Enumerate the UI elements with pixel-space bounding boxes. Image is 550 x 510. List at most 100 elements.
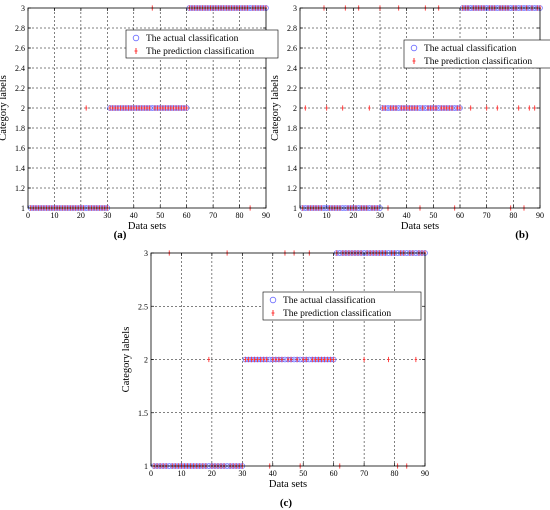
chart-a-ytick-label-8: 2.6: [15, 44, 25, 53]
chart-b-ylabel: Category labels: [270, 75, 281, 141]
chart-b-frame: [299, 7, 541, 209]
chart-b-ytick-label-1: 1.2: [287, 184, 297, 193]
chart-b-xlabel: Data sets: [401, 221, 439, 232]
chart-c-prediction-point-19: [207, 356, 211, 363]
chart-a-xtick-label-9: 90: [262, 211, 270, 220]
chart-b-prediction-point-55: [445, 105, 448, 111]
chart-b-prediction-point-39: [402, 105, 406, 111]
chart-c-legend: The actual classification The prediction …: [262, 291, 422, 321]
chart-b-xtick-label-6: 60: [456, 211, 464, 220]
chart-a-xtick-label-6: 60: [183, 211, 191, 220]
chart-c-xtick-label-5: 50: [299, 469, 307, 478]
chart-b-xtick-label-9: 90: [536, 211, 544, 220]
chart-b-ytick-label-10: 3: [293, 4, 297, 13]
chart-b-prediction-point-42: [410, 105, 414, 111]
chart-a-xtick-label-2: 20: [77, 211, 85, 220]
chart-b-prediction-point-16: [341, 105, 344, 111]
chart-b-ytick-label-6: 2.2: [287, 84, 297, 93]
chart-a-xtick-label-3: 30: [103, 211, 111, 220]
chart-a-prediction-point-32: [111, 105, 114, 111]
chart-b-ytick-label-0: 1: [293, 204, 297, 213]
chart-b-prediction-point-35: [392, 105, 395, 111]
chart-c-prediction-point-42: [277, 356, 281, 363]
chart-c-xtick-label-2: 20: [208, 469, 216, 478]
chart-b-xtick-label-5: 50: [429, 211, 437, 220]
chart-c-legend-actual-label: The actual classification: [283, 295, 376, 306]
chart-a-prediction-point-48: [153, 105, 157, 111]
chart-b-prediction-point-46: [421, 105, 424, 111]
chart-b-prediction-point-74: [496, 105, 499, 111]
chart-b-prediction-point-56: [448, 105, 451, 111]
chart-b-prediction-point-82: [517, 105, 520, 111]
chart-a-ytick-label-9: 2.8: [15, 24, 25, 33]
chart-a-prediction-point-33: [114, 105, 117, 111]
chart-b-prediction-point-60: [458, 105, 462, 111]
chart-a-prediction-point-34: [116, 105, 120, 111]
chart-b: 0 10 20 30 40 50 60 70 80 90 1 1.2 1.4 1.6 1.8 2 2.2 2.4 2…: [270, 4, 550, 241]
chart-c-legend-actual-marker: [269, 296, 277, 304]
chart-a-ytick-label-5: 2: [21, 104, 25, 113]
chart-b-prediction-point-86: [528, 105, 531, 111]
chart-a-xtick-label-8: 80: [236, 211, 244, 220]
chart-a-xtick-label-0: 0: [26, 211, 30, 220]
chart-c: 0 10 20 30 40 50 60 70 80 90 1 1.5 2 2.5 3 The actual c…: [121, 249, 429, 509]
chart-c-xtick-label-3: 30: [238, 469, 246, 478]
chart-a-panel-label: (a): [114, 229, 127, 241]
chart-c-ytick-label-1: 1.5: [138, 409, 148, 418]
chart-c-xtick-label-0: 0: [149, 469, 153, 478]
chart-a-prediction-point-45: [145, 105, 149, 111]
chart-c-prediction-point-36: [259, 356, 262, 363]
chart-b-ytick-label-2: 1.4: [287, 164, 297, 173]
chart-a-legend-actual-label: The actual classification: [146, 33, 239, 44]
chart-b-prediction-point-54: [442, 105, 446, 111]
chart-c-ytick-label-2: 2: [144, 356, 148, 365]
chart-a-prediction-point-52: [164, 105, 167, 111]
chart-b-panel-label: (b): [515, 229, 529, 241]
chart-c-xtick-label-9: 90: [421, 469, 429, 478]
chart-b-xtick-label-1: 10: [323, 211, 331, 220]
chart-a-legend-prediction-marker: [134, 48, 138, 54]
chart-b-ytick-label-7: 2.4: [287, 64, 297, 73]
chart-b-prediction-point-26: [368, 105, 371, 111]
chart-a-prediction-point-50: [159, 105, 162, 111]
chart-a-prediction-point-37: [124, 105, 128, 111]
chart-c-xtick-label-6: 60: [330, 469, 338, 478]
chart-b-prediction-point-38: [400, 105, 403, 111]
chart-a-xtick-label-5: 50: [156, 211, 164, 220]
chart-b-legend-prediction-label: The prediction classification: [424, 56, 532, 67]
chart-c-legend-prediction-label: The prediction classification: [283, 308, 391, 319]
chart-b-ytick-label-3: 1.6: [287, 144, 297, 153]
chart-b-prediction-point-32: [384, 105, 387, 111]
chart-b-prediction-point-40: [405, 105, 408, 111]
chart-b-xtick-label-0: 0: [298, 211, 302, 220]
chart-c-prediction-point-35: [256, 356, 259, 363]
chart-a-prediction-point-54: [169, 105, 172, 111]
chart-a-prediction-point-44: [143, 105, 146, 111]
chart-c-panel-label: (c): [280, 497, 293, 509]
chart-a-prediction-point-49: [156, 105, 159, 111]
chart-b-ytick-label-4: 1.8: [287, 124, 297, 133]
chart-b-prediction-point-2: [304, 105, 307, 111]
chart-a-ytick-label-6: 2.2: [15, 84, 25, 93]
chart-a-prediction-point-46: [148, 105, 151, 111]
chart-b-prediction-point-57: [450, 105, 454, 111]
chart-c-prediction-point-33: [250, 356, 253, 363]
chart-a-xtick-label-4: 40: [130, 211, 138, 220]
chart-b-xtick-label-4: 40: [403, 211, 411, 220]
chart-b-legend: The actual classification The prediction …: [403, 39, 550, 69]
chart-a-ylabel: Category labels: [0, 75, 9, 141]
chart-c-prediction-point-50: [302, 356, 305, 363]
chart-c-legend-prediction-marker: [271, 310, 275, 316]
chart-a-prediction-point-58: [180, 105, 183, 111]
chart-c-ytick-label-4: 3: [144, 249, 148, 258]
chart-a-ytick-label-2: 1.4: [15, 164, 25, 173]
chart-c-prediction-point-58: [326, 356, 329, 363]
chart-c-prediction-point-41: [274, 356, 278, 363]
chart-a-prediction-point-43: [140, 105, 143, 111]
chart-b-xtick-label-3: 30: [376, 211, 384, 220]
chart-b-ytick-label-8: 2.6: [287, 44, 297, 53]
chart-c-xtick-label-8: 80: [391, 469, 399, 478]
chart-c-xtick-label-7: 70: [360, 469, 368, 478]
chart-c-ytick-label-0: 1: [144, 462, 148, 471]
chart-c-ytick-label-3: 2.5: [138, 302, 148, 311]
